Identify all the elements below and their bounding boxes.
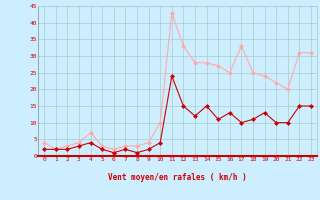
X-axis label: Vent moyen/en rafales ( km/h ): Vent moyen/en rafales ( km/h )	[108, 174, 247, 182]
